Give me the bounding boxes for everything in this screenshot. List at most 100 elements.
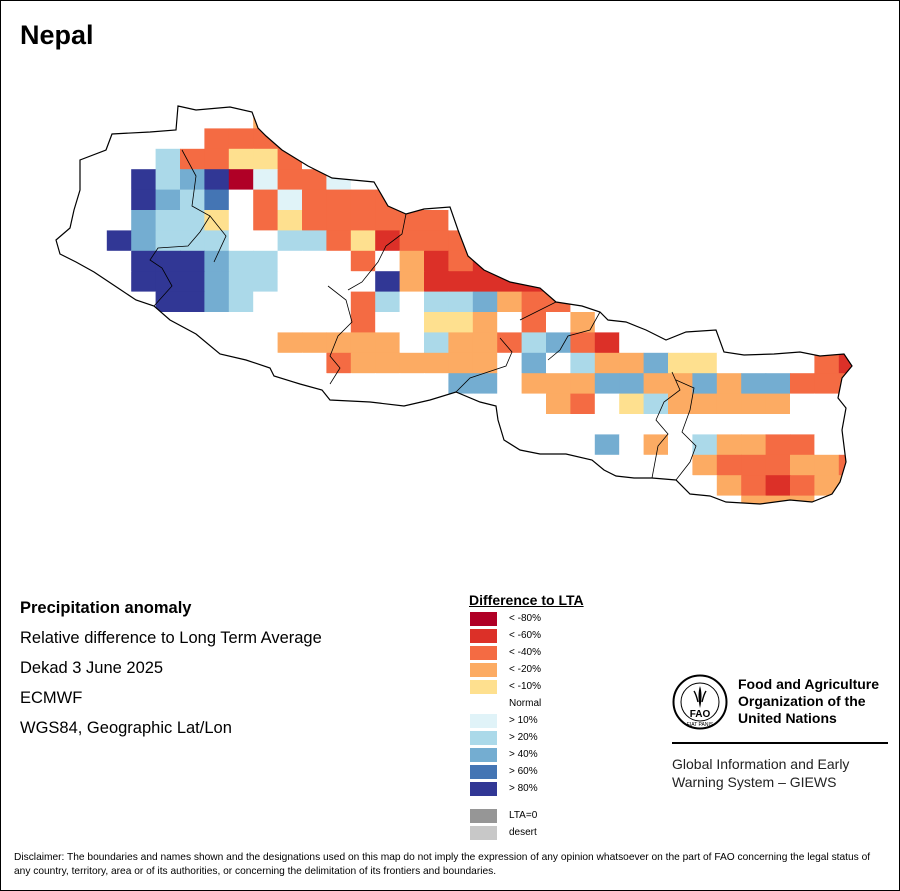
anomaly-cell <box>375 108 401 129</box>
anomaly-cell <box>326 454 352 476</box>
anomaly-cell <box>106 332 132 354</box>
anomaly-cell <box>790 454 815 476</box>
anomaly-cell <box>82 108 108 129</box>
anomaly-cell <box>424 475 449 497</box>
anomaly-cell <box>741 189 767 211</box>
anomaly-cell <box>668 373 693 395</box>
fao-name-line: United Nations <box>738 710 837 726</box>
anomaly-cell <box>277 475 303 497</box>
anomaly-cell <box>668 434 693 456</box>
anomaly-cell <box>326 189 352 211</box>
anomaly-cell <box>472 373 498 395</box>
anomaly-cell <box>692 148 718 170</box>
anomaly-cell <box>594 230 620 252</box>
anomaly-cell <box>619 108 645 129</box>
anomaly-cell <box>716 475 742 497</box>
anomaly-cell <box>58 393 83 415</box>
anomaly-cell <box>546 393 571 415</box>
anomaly-cell <box>424 312 449 333</box>
anomaly-cell <box>546 373 571 395</box>
anomaly-cell <box>131 169 157 191</box>
anomaly-cell <box>814 108 840 129</box>
anomaly-cell <box>668 148 693 170</box>
anomaly-cell <box>424 148 449 170</box>
anomaly-cell <box>155 373 181 395</box>
anomaly-cell <box>570 332 596 354</box>
anomaly-cell <box>716 414 742 435</box>
anomaly-cell <box>619 312 645 333</box>
anomaly-cell <box>497 148 523 170</box>
anomaly-cell <box>765 495 791 504</box>
anomaly-cell <box>424 169 449 191</box>
anomaly-cell <box>424 434 449 456</box>
anomaly-cell <box>204 128 230 150</box>
anomaly-cell <box>253 312 279 333</box>
anomaly-cell <box>716 148 742 170</box>
anomaly-cell <box>106 148 132 170</box>
anomaly-cell <box>302 169 327 191</box>
legend-swatch <box>470 612 497 626</box>
anomaly-cell <box>594 210 620 231</box>
anomaly-cell <box>204 210 230 231</box>
anomaly-cell <box>594 393 620 415</box>
anomaly-cell <box>692 291 718 313</box>
anomaly-cell <box>253 414 279 435</box>
info-heading: Precipitation anomaly <box>20 599 192 617</box>
anomaly-cell <box>228 230 254 252</box>
anomaly-cell <box>82 291 108 313</box>
anomaly-cell <box>716 230 742 252</box>
anomaly-cell <box>888 190 900 211</box>
anomaly-cell <box>350 475 376 497</box>
anomaly-cell <box>692 210 718 231</box>
anomaly-cell <box>326 373 352 395</box>
anomaly-cell <box>521 291 547 313</box>
anomaly-cell <box>790 332 815 354</box>
anomaly-cell <box>692 250 718 272</box>
anomaly-cell <box>692 414 718 435</box>
anomaly-cell <box>302 312 327 333</box>
anomaly-cell <box>692 495 718 504</box>
anomaly-cell <box>668 108 693 129</box>
anomaly-cell <box>716 189 742 211</box>
anomaly-cell <box>863 434 888 455</box>
anomaly-cell <box>497 169 523 191</box>
anomaly-cell <box>716 169 742 191</box>
anomaly-cell <box>302 271 327 293</box>
anomaly-cell <box>180 271 205 293</box>
anomaly-cell <box>253 393 279 415</box>
anomaly-cell <box>570 189 596 211</box>
anomaly-cell <box>399 271 425 293</box>
anomaly-cell <box>106 169 132 191</box>
anomaly-cell <box>424 352 449 374</box>
anomaly-cell <box>546 189 571 211</box>
anomaly-cell <box>58 434 83 456</box>
anomaly-cell <box>838 189 852 211</box>
anomaly-cell <box>326 210 352 231</box>
anomaly-cell <box>253 230 279 252</box>
anomaly-cell <box>716 128 742 150</box>
anomaly-cell <box>521 414 547 435</box>
anomaly-cell <box>180 352 205 374</box>
anomaly-cell <box>302 250 327 272</box>
anomaly-cell <box>326 495 352 504</box>
anomaly-cell <box>594 128 620 150</box>
anomaly-cell <box>204 108 230 129</box>
anomaly-cell <box>863 414 888 435</box>
anomaly-cell <box>790 148 815 170</box>
anomaly-cell <box>228 352 254 374</box>
anomaly-cell <box>180 128 205 150</box>
anomaly-cell <box>180 332 205 354</box>
anomaly-cell <box>790 128 815 150</box>
anomaly-cell <box>204 291 230 313</box>
anomaly-cell <box>546 434 571 456</box>
anomaly-cell <box>326 128 352 150</box>
anomaly-cell <box>82 352 108 374</box>
anomaly-cell <box>131 189 157 211</box>
anomaly-cell <box>302 352 327 374</box>
anomaly-cell <box>643 312 669 333</box>
anomaly-cell <box>765 454 791 476</box>
anomaly-cell <box>619 148 645 170</box>
anomaly-cell <box>180 108 205 129</box>
anomaly-cell <box>277 332 303 354</box>
anomaly-cell <box>521 312 547 333</box>
